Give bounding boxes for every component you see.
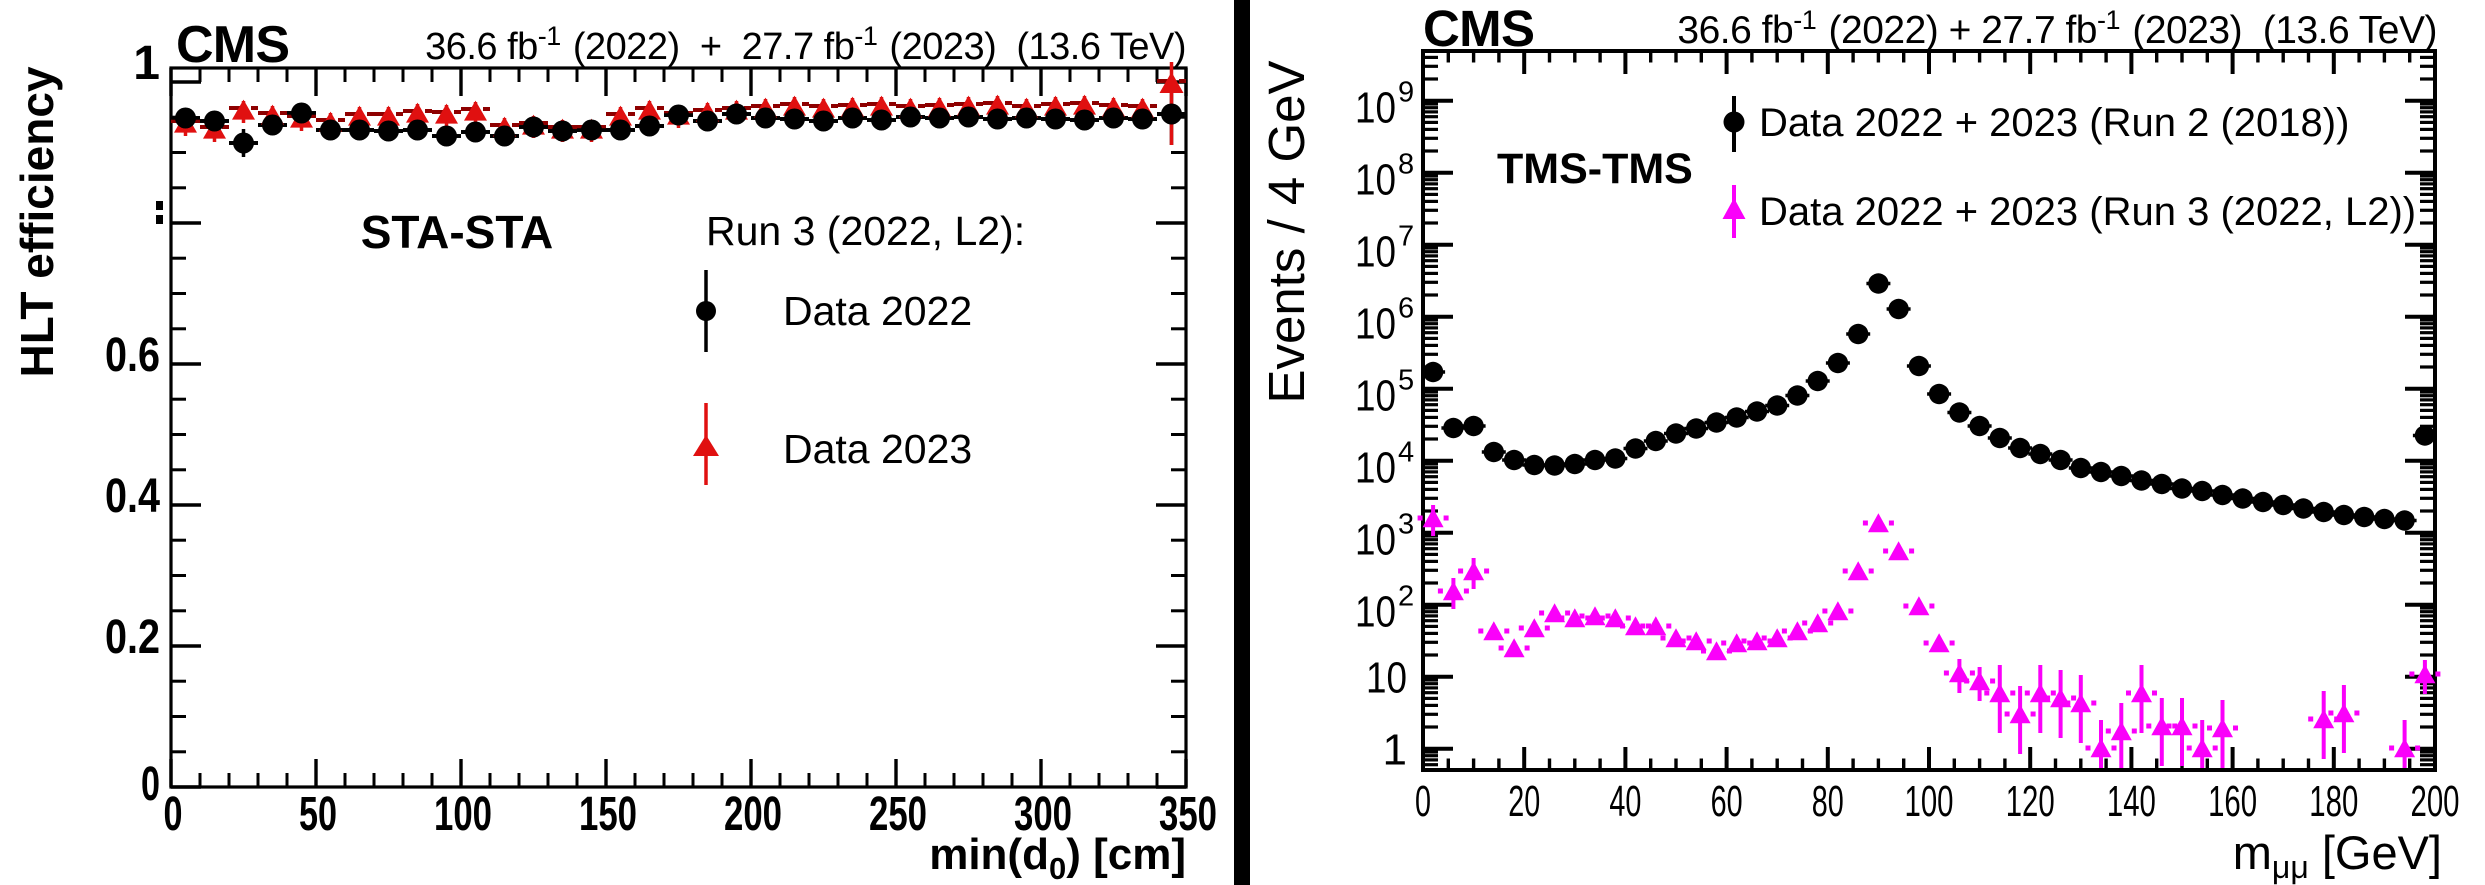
svg-text:TMS-TMS: TMS-TMS: [1497, 145, 1693, 193]
svg-text:CMS: CMS: [176, 16, 290, 74]
svg-text:0: 0: [141, 758, 160, 811]
svg-text:10: 10: [1355, 588, 1396, 637]
svg-text:CMS: CMS: [1423, 0, 1535, 57]
svg-text:10: 10: [1355, 516, 1396, 565]
svg-text:Run 3 (2022, L2):: Run 3 (2022, L2):: [706, 208, 1025, 254]
svg-text:0.2: 0.2: [105, 611, 160, 664]
svg-text:9: 9: [1398, 77, 1414, 109]
svg-text:10: 10: [1355, 300, 1396, 349]
svg-text:10: 10: [1355, 444, 1396, 493]
svg-text:150: 150: [579, 788, 637, 841]
svg-text:mμμ [GeV]: mμμ [GeV]: [2233, 826, 2442, 885]
svg-text:10: 10: [1355, 372, 1396, 421]
svg-text:STA-STA: STA-STA: [361, 206, 554, 258]
svg-text:0: 0: [164, 788, 183, 841]
svg-text:120: 120: [2006, 777, 2055, 826]
svg-text:50: 50: [299, 788, 337, 841]
svg-text:10: 10: [1355, 156, 1396, 205]
svg-text:140: 140: [2107, 777, 2156, 826]
svg-text:Data 2022 + 2023 (Run 2 (2018): Data 2022 + 2023 (Run 2 (2018)): [1759, 101, 2349, 145]
svg-text:200: 200: [2411, 777, 2460, 826]
svg-text:0.6: 0.6: [105, 329, 160, 382]
svg-text:5: 5: [1398, 365, 1414, 397]
svg-text:Data 2022 + 2023 (Run 3 (2022,: Data 2022 + 2023 (Run 3 (2022, L2)): [1759, 190, 2416, 234]
svg-text:10: 10: [1366, 654, 1407, 703]
svg-text:Events / 4 GeV: Events / 4 GeV: [1258, 60, 1315, 403]
svg-text:36.6 fb-1 (2022) + 27.7 fb-1 (: 36.6 fb-1 (2022) + 27.7 fb-1 (2023) (13.…: [1677, 5, 2437, 52]
svg-text:20: 20: [1508, 777, 1540, 826]
svg-text:60: 60: [1711, 777, 1743, 826]
svg-text:HLT efficiency: HLT efficiency: [11, 66, 63, 377]
svg-text:Data 2022: Data 2022: [783, 288, 972, 334]
svg-text:100: 100: [434, 788, 492, 841]
svg-text:8: 8: [1398, 149, 1414, 181]
svg-text:100: 100: [1905, 777, 1954, 826]
svg-text:200: 200: [724, 788, 782, 841]
svg-text:Data 2023: Data 2023: [783, 426, 972, 472]
svg-text:40: 40: [1609, 777, 1641, 826]
svg-text:350: 350: [1159, 788, 1217, 841]
svg-text:80: 80: [1812, 777, 1844, 826]
svg-text:1: 1: [1383, 726, 1407, 775]
svg-text:2: 2: [1398, 581, 1414, 613]
svg-text:0.4: 0.4: [105, 470, 160, 523]
svg-text:10: 10: [1355, 84, 1396, 133]
svg-text:1: 1: [133, 37, 160, 90]
svg-text:7: 7: [1398, 221, 1414, 253]
svg-text:180: 180: [2309, 777, 2358, 826]
svg-text:250: 250: [869, 788, 927, 841]
svg-text:4: 4: [1398, 437, 1414, 469]
svg-text:0: 0: [1415, 777, 1431, 826]
svg-text:3: 3: [1398, 509, 1414, 541]
svg-text:160: 160: [2208, 777, 2257, 826]
svg-text:6: 6: [1398, 293, 1414, 325]
svg-text:10: 10: [1355, 228, 1396, 277]
svg-text:300: 300: [1014, 788, 1072, 841]
